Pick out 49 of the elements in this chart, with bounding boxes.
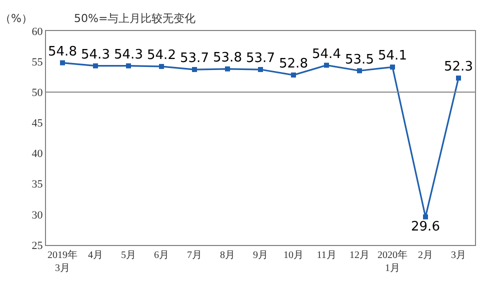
x-tick-label: 9月: [253, 250, 268, 261]
point: [159, 64, 164, 69]
point: [258, 67, 263, 72]
y-tick-label: 55: [32, 56, 44, 68]
point: [456, 76, 461, 81]
text: 50%=与上月比较无变化: [74, 12, 196, 25]
data-label: 54.8: [48, 44, 77, 60]
x-tick-label: 10月: [284, 250, 304, 261]
point: [225, 66, 230, 72]
point: [93, 63, 98, 68]
x-tick-label: 6月: [154, 250, 169, 261]
x-tick-label: 5月: [121, 250, 136, 261]
data-label: 53.7: [180, 51, 209, 66]
x-tick-label: 8月: [220, 250, 235, 261]
data-label: 54.1: [378, 48, 407, 64]
x-tick-label: 2019年 3月: [48, 249, 78, 274]
y-tick-label: 25: [32, 240, 44, 252]
point: [423, 214, 428, 220]
data-label: 54.2: [147, 48, 176, 64]
data-label: 29.6: [411, 220, 440, 235]
x-tick-label: 3月: [451, 250, 466, 261]
x-tick-label: 11月: [316, 250, 336, 261]
point: [192, 67, 197, 72]
x-tick-label: 2月: [418, 250, 433, 261]
point: [357, 68, 362, 74]
y-axis-title: （%）: [0, 12, 32, 25]
x-tick-label: 2020年 1月: [378, 249, 408, 274]
y-tick-label: 45: [32, 118, 44, 130]
x-tick-label: 12月: [350, 250, 370, 261]
x-tick-label: 4月: [88, 250, 103, 261]
data-label: 54.3: [81, 47, 110, 62]
data-label: 53.5: [345, 52, 374, 68]
y-tick-label: 60: [32, 26, 44, 38]
x-tick-label: 7月: [187, 250, 202, 261]
data-label: 53.8: [213, 50, 242, 66]
y-tick-label: 30: [32, 209, 44, 222]
point: [390, 64, 395, 70]
data-label: 54.4: [312, 46, 341, 62]
point: [126, 63, 131, 68]
point: [291, 72, 296, 78]
point: [324, 62, 329, 68]
data-label: 52.3: [444, 60, 473, 75]
point: [60, 60, 65, 66]
data-label: 53.7: [246, 51, 275, 66]
y-tick-label: 35: [32, 178, 44, 191]
y-tick-label: 40: [32, 148, 44, 160]
data-label: 52.8: [279, 56, 308, 72]
data-label: 54.3: [114, 47, 143, 62]
y-tick-label: 50: [32, 86, 44, 99]
